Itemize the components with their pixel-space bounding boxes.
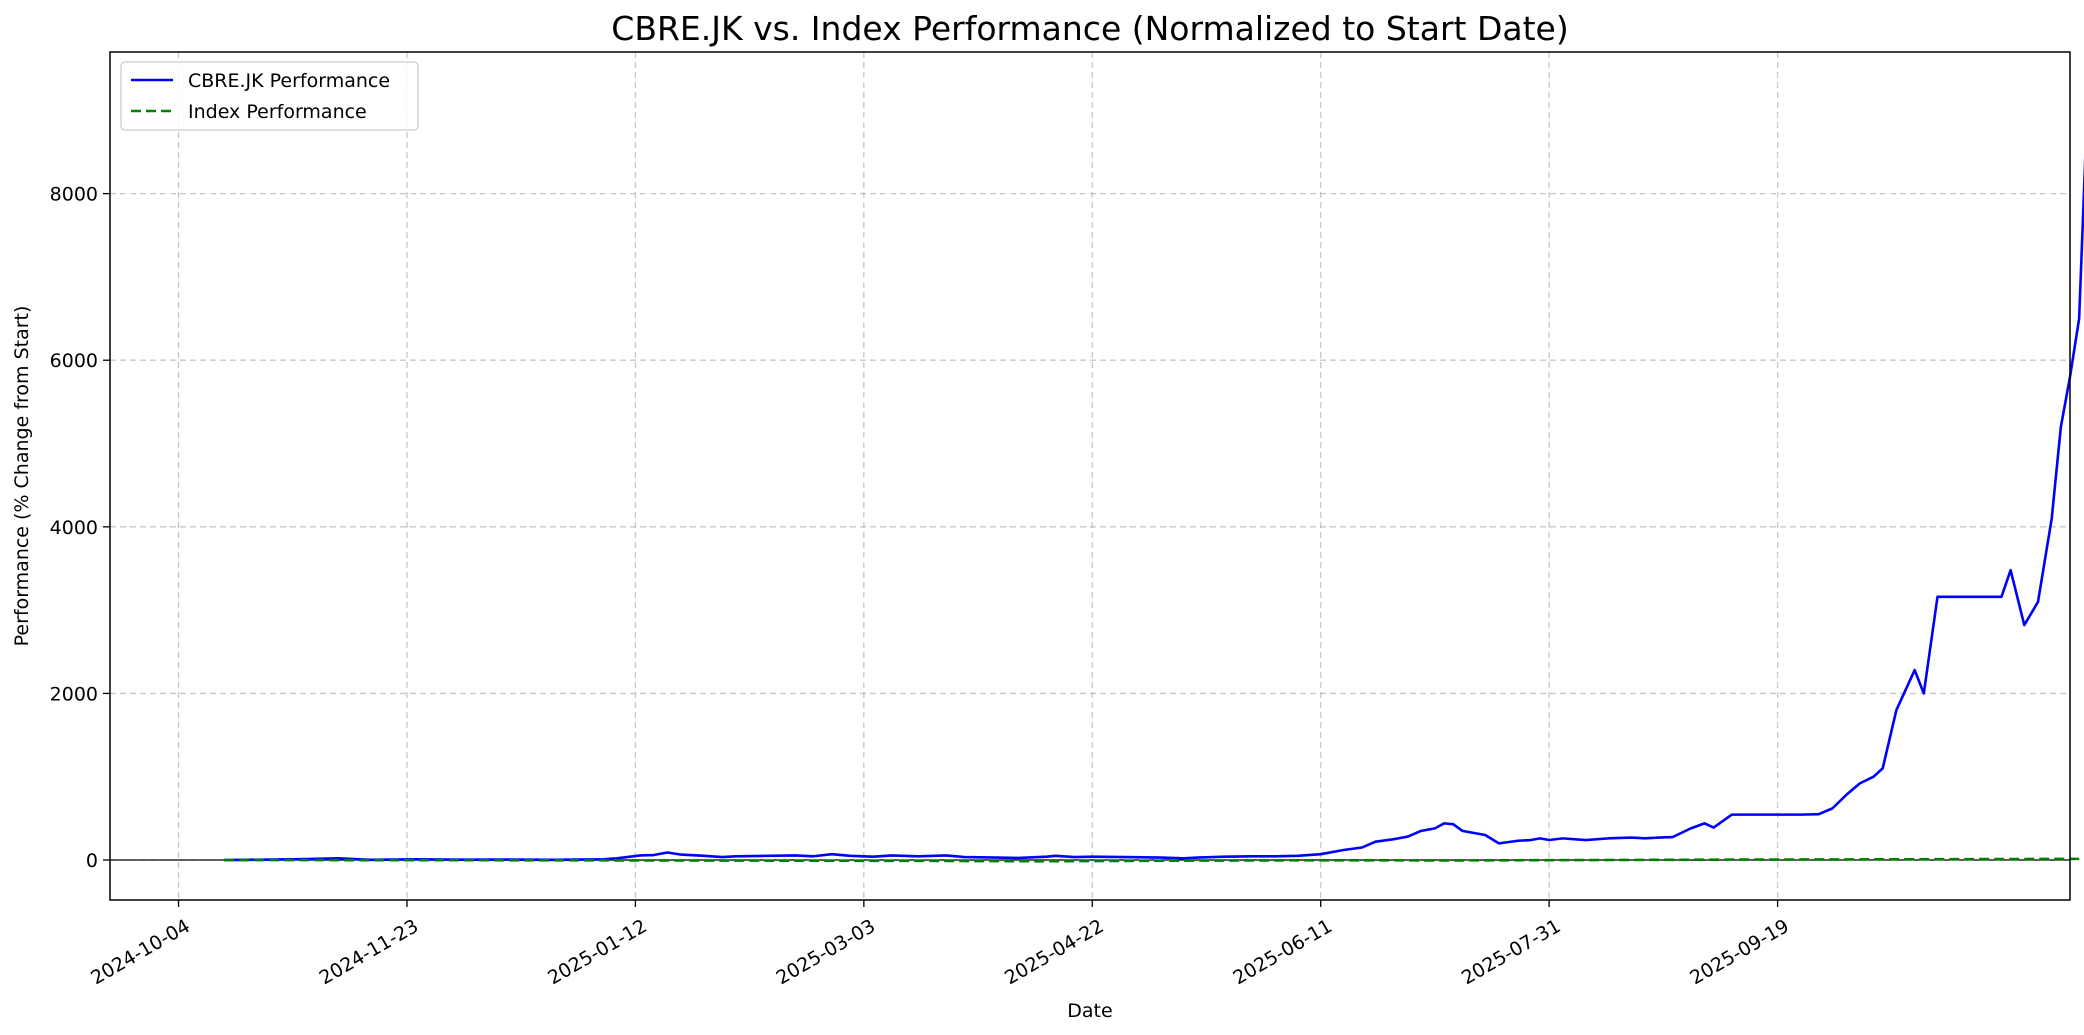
y-axis-label: Performance (% Change from Start) xyxy=(11,306,33,647)
x-axis-label: Date xyxy=(1067,1000,1112,1022)
legend-box xyxy=(120,61,419,131)
plot-area-frame xyxy=(109,51,2071,901)
y-tick-label: 2000 xyxy=(50,683,98,705)
series-lines xyxy=(224,156,2084,863)
cbre-jk-performance-line xyxy=(224,156,2084,862)
legend-label: Index Performance xyxy=(188,101,367,123)
legend: CBRE.JK Performance Index Performance xyxy=(120,61,419,131)
index-performance-line xyxy=(224,857,2084,863)
y-tick-label: 0 xyxy=(86,850,98,872)
legend-label: CBRE.JK Performance xyxy=(188,70,390,92)
y-tick-label: 8000 xyxy=(50,184,98,206)
grid-lines xyxy=(110,52,2070,900)
chart-title: CBRE.JK vs. Index Performance (Normalize… xyxy=(611,9,1568,48)
y-tick-label: 4000 xyxy=(50,517,98,539)
y-axis: 0 2000 4000 6000 8000 xyxy=(50,184,110,872)
y-tick-label: 6000 xyxy=(50,350,98,372)
